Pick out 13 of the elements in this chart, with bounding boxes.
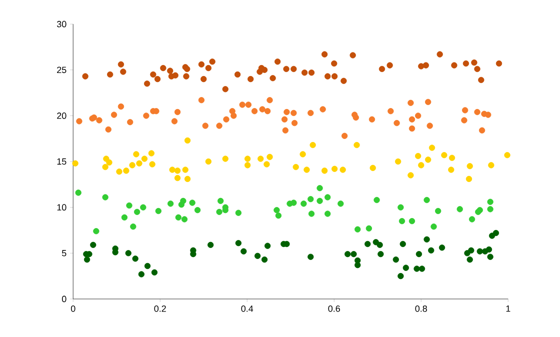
- x-tick-label: 0.2: [154, 305, 166, 312]
- y-tick-label: 5: [62, 250, 66, 256]
- x-tick-label: 0.8: [415, 305, 427, 312]
- y-tick-label: 15: [57, 158, 66, 165]
- y-tick-label: 25: [57, 66, 66, 74]
- y-tick-label: 30: [56, 20, 66, 28]
- x-tick-label: 1: [506, 306, 510, 312]
- y-tick-label: 10: [57, 204, 66, 211]
- x-tick-label: 0: [70, 305, 76, 312]
- y-tick-label: 20: [57, 112, 66, 119]
- x-tick-label: 0.4: [241, 305, 254, 312]
- y-tick-label: 0: [62, 296, 66, 302]
- x-tick-label: 0.6: [328, 305, 340, 312]
